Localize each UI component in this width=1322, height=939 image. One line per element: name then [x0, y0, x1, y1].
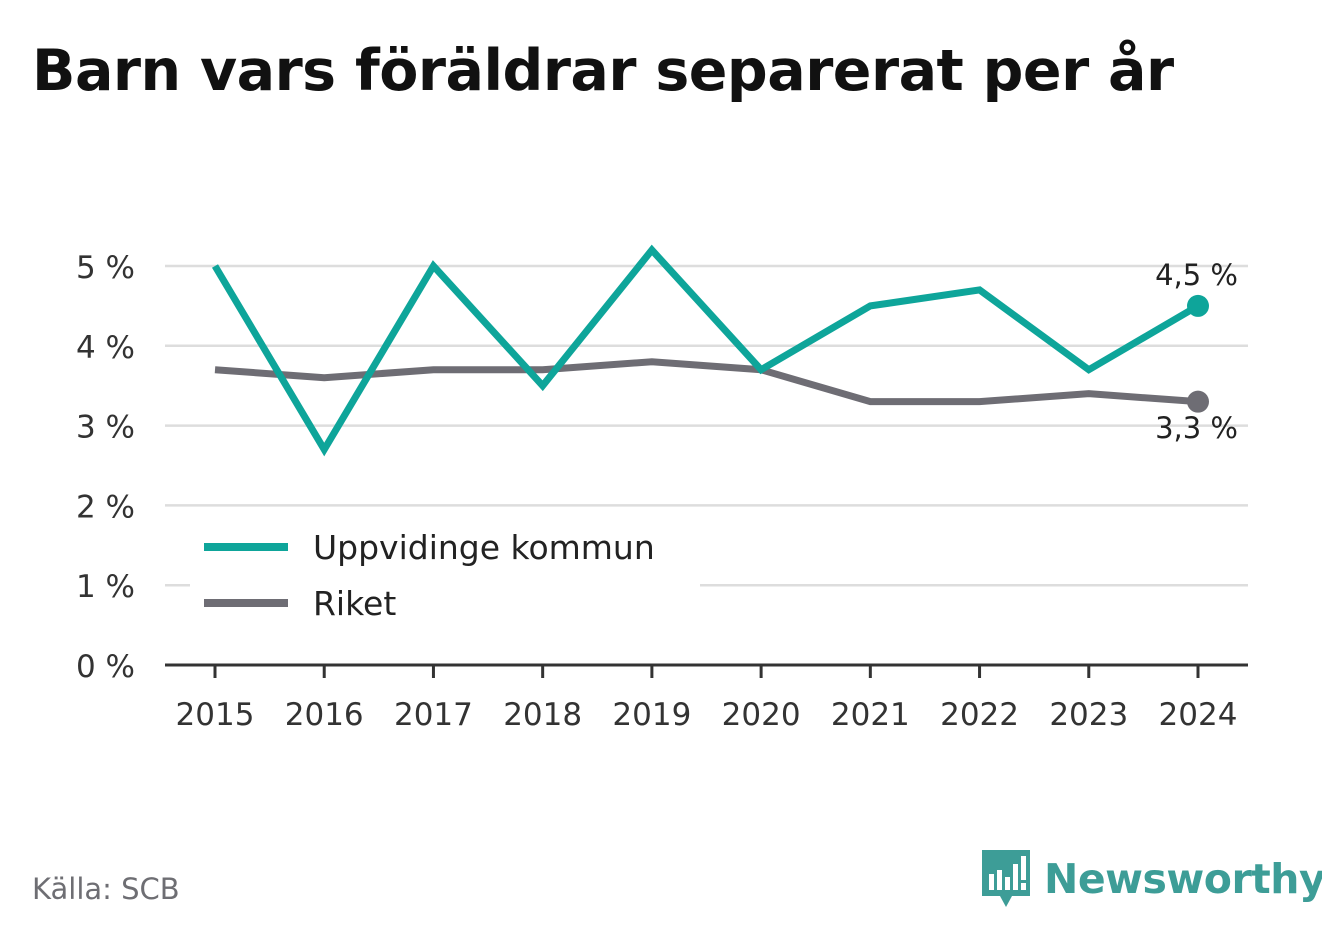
x-tick-label: 2019	[612, 697, 691, 733]
x-tick-label: 2024	[1159, 697, 1238, 733]
y-tick-label: 1 %	[76, 569, 135, 605]
x-axis-ticks: 2015 2016 2017 2018 2019 2020 2021 2022 2023 2024	[176, 665, 1238, 733]
end-label-riket: 3,3 %	[1155, 411, 1238, 445]
brand-name: Newsworthy	[1044, 855, 1322, 903]
source-note: Källa: SCB	[32, 872, 180, 906]
x-tick-label: 2016	[285, 697, 364, 733]
legend-label-riket: Riket	[313, 584, 396, 623]
y-axis-tick-labels: 0 % 1 % 2 % 3 % 4 % 5 %	[76, 250, 135, 685]
x-tick-label: 2023	[1049, 697, 1128, 733]
y-tick-label: 2 %	[76, 489, 135, 525]
series-line-uppvidinge	[211, 244, 1200, 457]
series-lines	[211, 244, 1209, 457]
legend-background	[190, 520, 700, 650]
end-labels: 4,5 % 3,3 %	[1155, 258, 1238, 445]
newsworthy-brand: Newsworthy	[982, 850, 1322, 908]
x-tick-label: 2018	[503, 697, 582, 733]
y-tick-label: 3 %	[76, 410, 135, 446]
y-tick-label: 0 %	[76, 649, 135, 685]
legend: Uppvidinge kommun Riket	[190, 520, 700, 650]
x-tick-label: 2017	[394, 697, 473, 733]
newsworthy-logo-icon	[982, 850, 1030, 907]
x-tick-label: 2022	[940, 697, 1019, 733]
x-tick-label: 2015	[176, 697, 255, 733]
legend-label-uppvidinge: Uppvidinge kommun	[313, 528, 655, 567]
x-tick-label: 2021	[831, 697, 910, 733]
x-tick-label: 2020	[722, 697, 801, 733]
end-marker-riket	[1187, 390, 1209, 413]
y-tick-label: 4 %	[76, 330, 135, 366]
end-marker-uppvidinge	[1187, 294, 1209, 317]
chart-title: Barn vars föräldrar separerat per år	[32, 38, 1174, 104]
y-tick-label: 5 %	[76, 250, 135, 286]
series-line-riket	[214, 358, 1199, 406]
end-label-uppvidinge: 4,5 %	[1155, 258, 1238, 292]
